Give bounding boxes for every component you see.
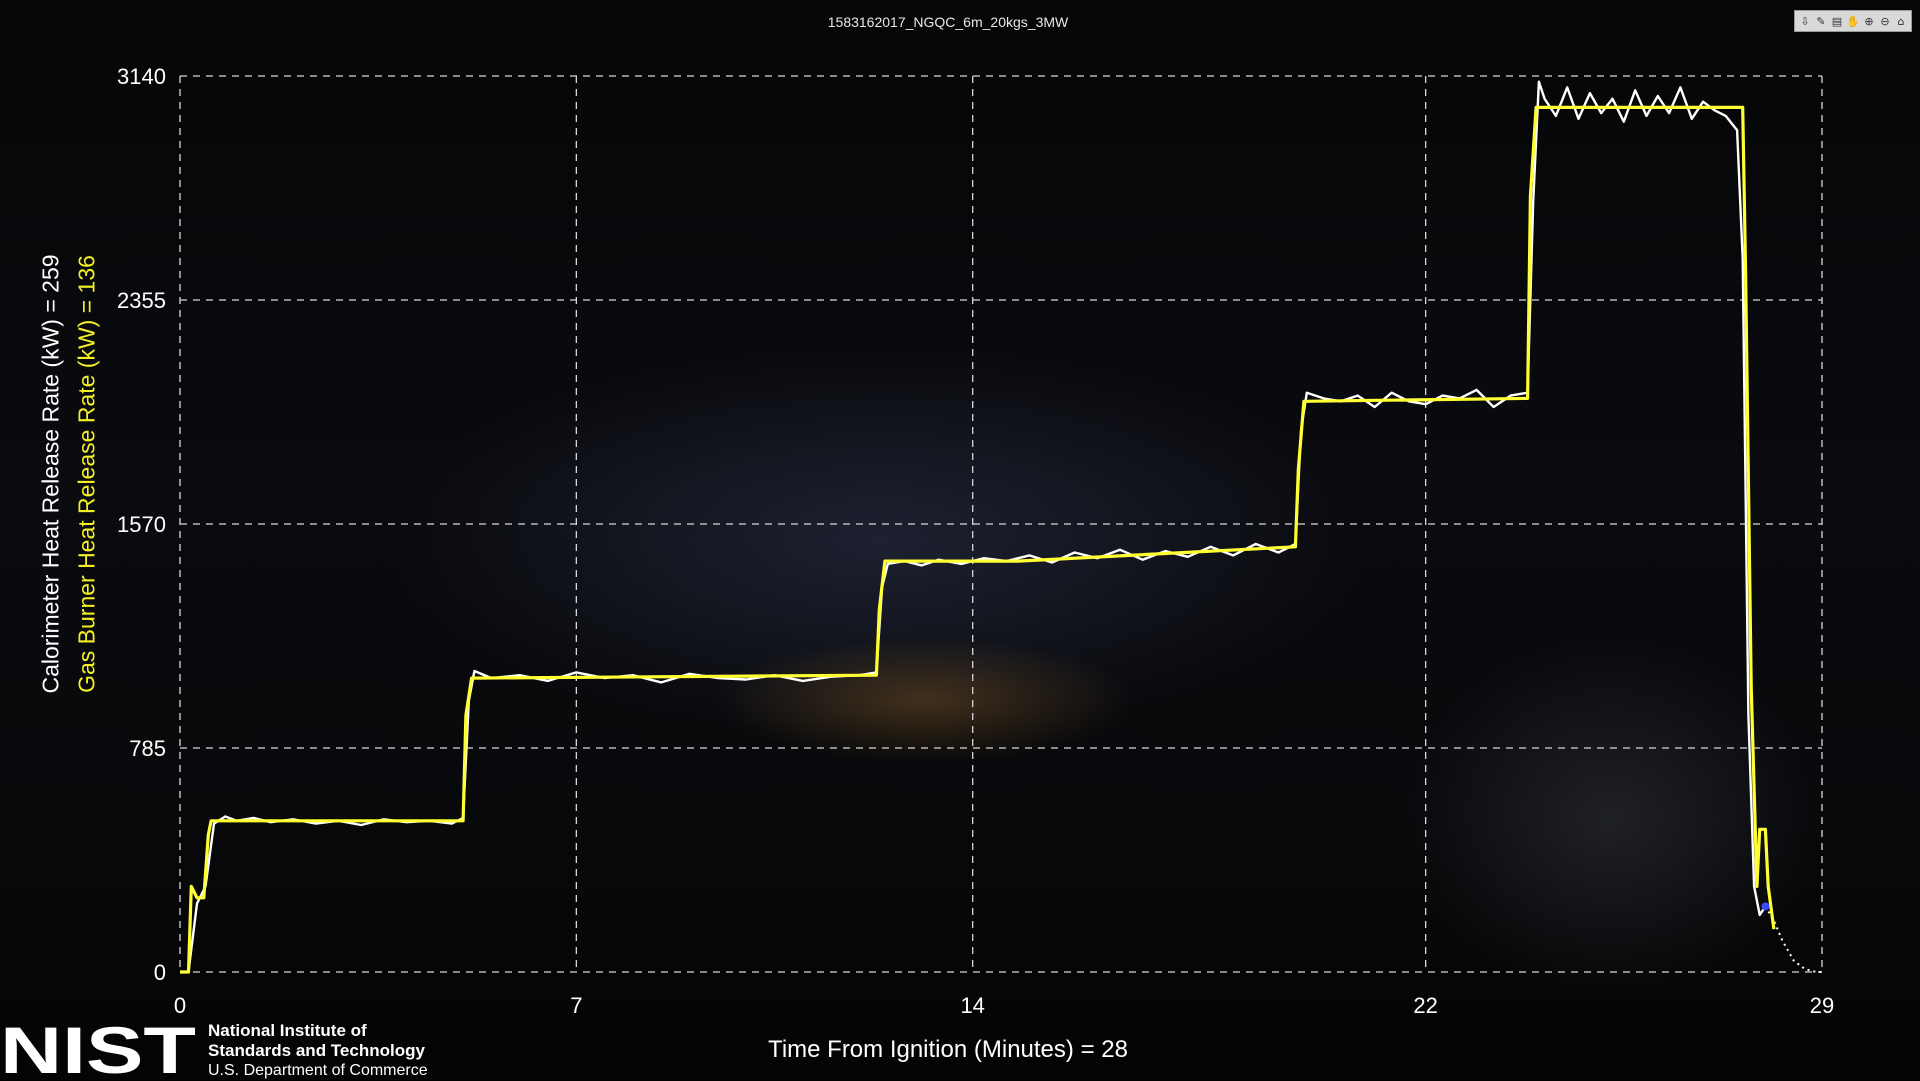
x-tick-label: 14	[960, 993, 984, 1018]
nist-name-line2: Standards and Technology	[208, 1041, 425, 1060]
y-tick-label: 1570	[117, 512, 166, 537]
home-icon[interactable]: ⌂	[1897, 14, 1905, 28]
nist-wordmark: National Institute of Standards and Tech…	[208, 1021, 428, 1081]
edit-icon[interactable]: ✎	[1816, 14, 1826, 28]
svg-text:NIST: NIST	[0, 1018, 196, 1080]
table-icon[interactable]: ▤	[1831, 14, 1843, 28]
figure-toolbar: ⇩ ✎ ▤ ✋ ⊕ ⊖ ⌂	[1794, 10, 1912, 32]
x-tick-label: 29	[1810, 993, 1834, 1018]
pan-icon[interactable]: ✋	[1846, 14, 1860, 28]
y-tick-label: 785	[129, 736, 166, 761]
gas-burner-series-line	[180, 105, 1776, 974]
calorimeter-series-line	[180, 80, 1767, 974]
zoom-in-icon[interactable]: ⊕	[1864, 14, 1874, 28]
y-tick-label: 3140	[117, 64, 166, 89]
nist-logo: NIST	[0, 1018, 196, 1080]
calorimeter-trailing-series-line	[1764, 905, 1822, 973]
plot-title: 1583162017_NGQC_6m_20kgs_3MW	[827, 14, 1069, 30]
x-tick-label: 0	[174, 993, 186, 1018]
y-tick-label: 0	[154, 960, 166, 985]
zoom-out-icon[interactable]: ⊖	[1880, 14, 1890, 28]
nist-department: U.S. Department of Commerce	[208, 1062, 428, 1079]
y-tick-label: 2355	[117, 288, 166, 313]
save-icon[interactable]: ⇩	[1800, 14, 1810, 28]
x-tick-label: 22	[1413, 993, 1437, 1018]
current-time-marker	[1761, 902, 1770, 911]
nist-name-line1: National Institute of	[208, 1021, 367, 1040]
x-axis-label: Time From Ignition (Minutes) = 28	[768, 1036, 1128, 1063]
x-tick-label: 7	[570, 993, 582, 1018]
